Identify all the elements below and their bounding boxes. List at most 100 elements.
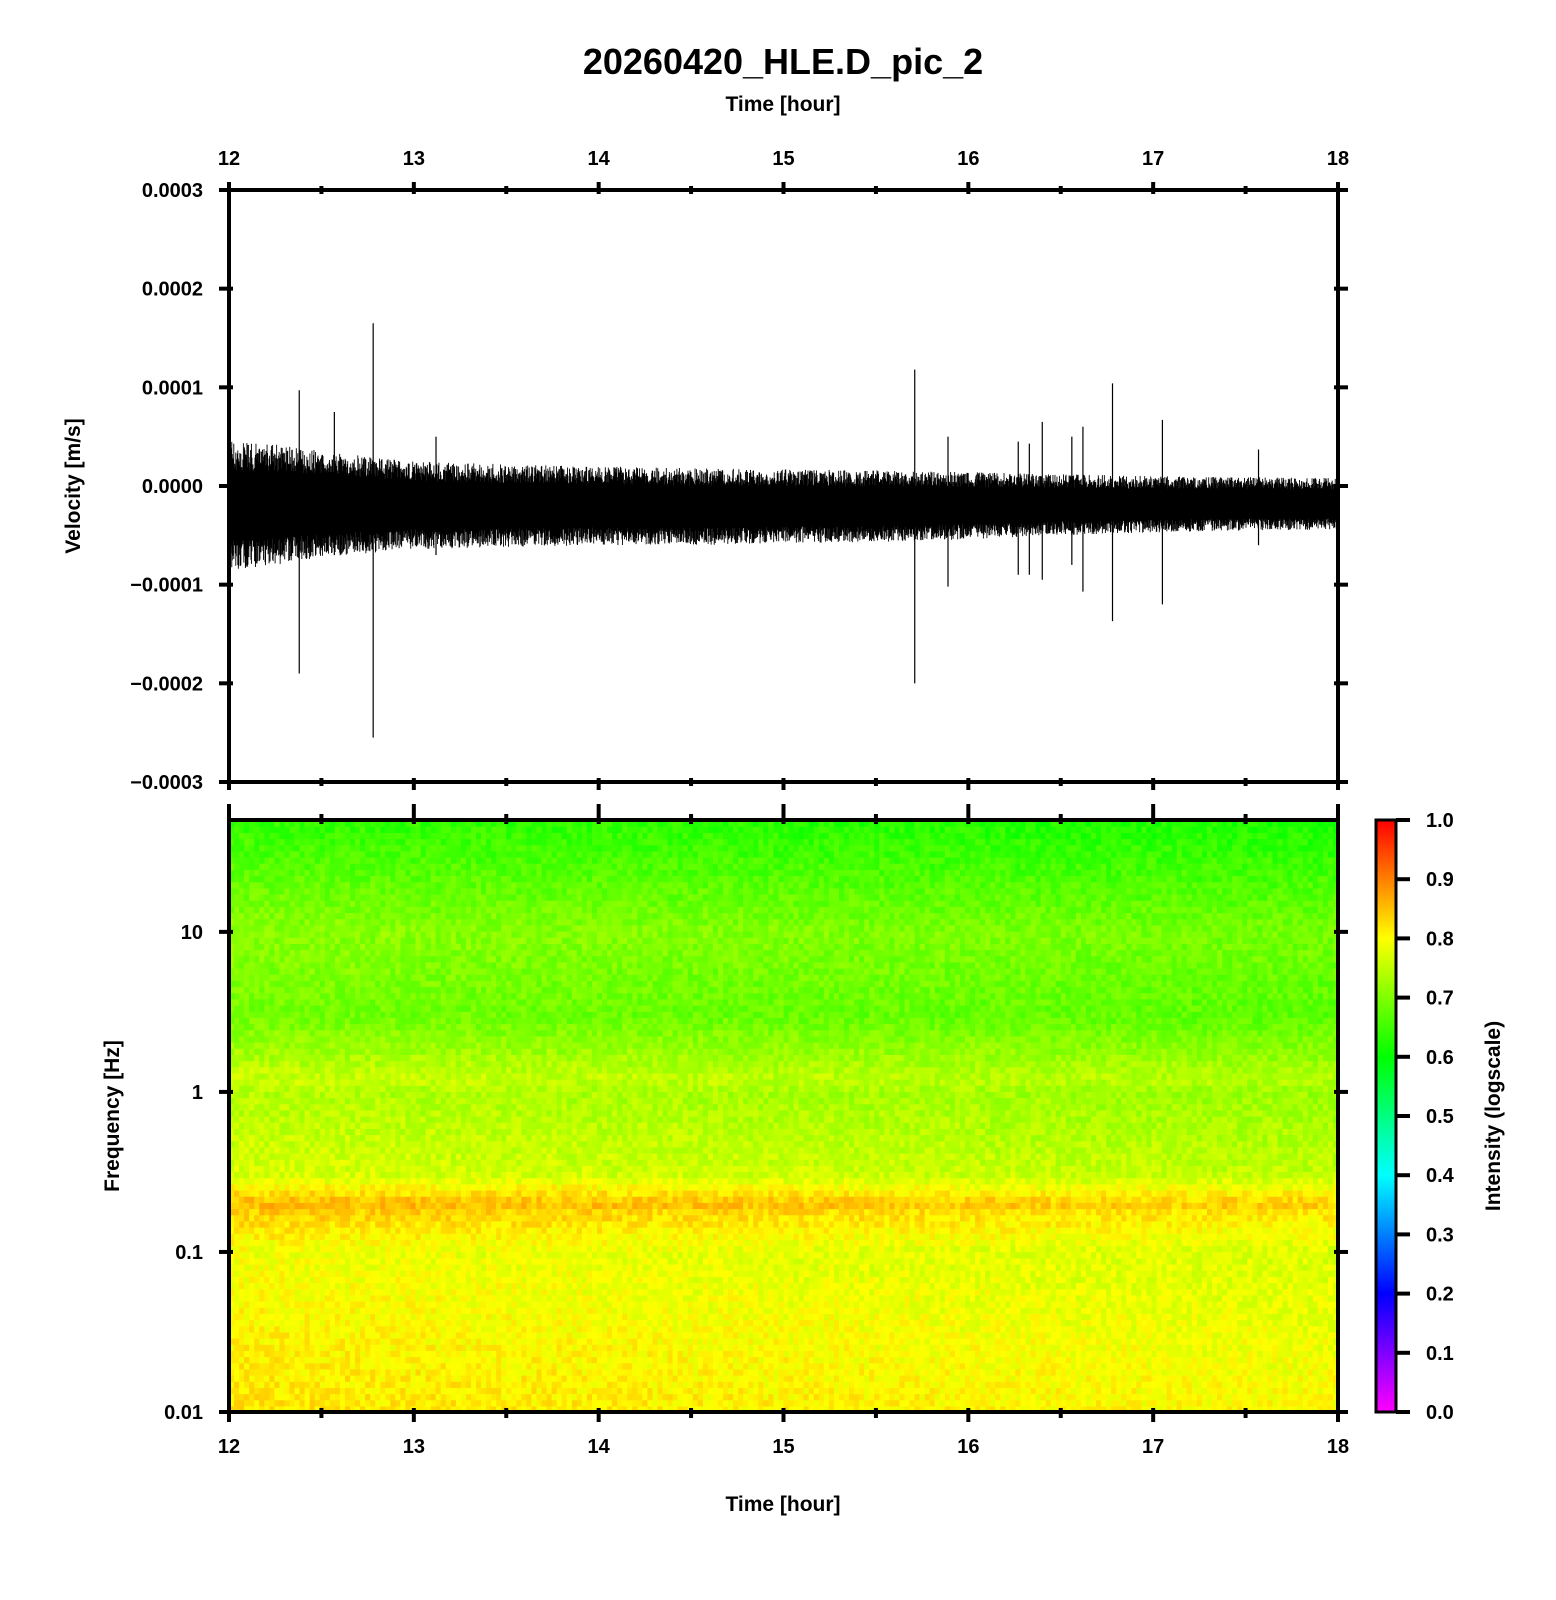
spectrogram-cell — [980, 1288, 986, 1296]
spectrogram-cell — [828, 1350, 835, 1358]
spectrogram-cell — [723, 1368, 729, 1376]
spectrogram-cell — [425, 1356, 432, 1364]
spectrogram-cell — [612, 1288, 618, 1296]
spectrogram-cell — [234, 1362, 240, 1370]
spectrogram-cell — [591, 1331, 598, 1339]
spectrogram-cell — [259, 1301, 265, 1308]
spectrogram-cell — [1191, 1325, 1198, 1333]
spectrogram-cell — [445, 1344, 452, 1351]
spectrogram-cell — [990, 1313, 996, 1321]
spectrogram-cell — [1282, 1375, 1289, 1382]
spectrogram-cell — [939, 1319, 946, 1327]
spectrogram-cell — [556, 1294, 563, 1302]
spectrogram-cell — [591, 1294, 598, 1302]
spectrogram-cell — [481, 1307, 487, 1314]
spectrogram-cell — [244, 1270, 250, 1277]
spectrogram-cell — [637, 1294, 643, 1302]
spectrogram-cell — [370, 1399, 376, 1407]
spectrogram-cell — [511, 1356, 517, 1364]
spectrogram-cell — [1126, 1313, 1132, 1321]
spectrogram-cell — [909, 1338, 916, 1345]
spectrogram-cell — [637, 1393, 643, 1401]
spectrogram-cell — [576, 1288, 583, 1296]
spectrogram-cell — [1015, 1331, 1022, 1339]
top-x-tick-label: 13 — [403, 148, 425, 170]
spectrogram-cell — [571, 1276, 578, 1284]
spectrogram-cell — [1070, 1288, 1077, 1296]
spectrogram-cell — [970, 1313, 976, 1321]
spectrogram-cell — [1116, 1313, 1122, 1321]
spectrogram-cell — [586, 1356, 593, 1364]
spectrogram-cell — [324, 1319, 331, 1327]
spectrogram-cell — [808, 1350, 815, 1358]
spectrogram-cell — [763, 1356, 769, 1364]
spectrogram-cell — [460, 1294, 467, 1302]
spectrogram-cell — [1091, 1344, 1097, 1351]
spectrogram-cell — [566, 1276, 573, 1284]
spectrogram-cell — [954, 1362, 961, 1370]
spectrogram-cell — [843, 1325, 850, 1333]
spectrogram-cell — [546, 1301, 553, 1308]
spectrogram-cell — [516, 1350, 522, 1358]
spectrogram-cell — [365, 1399, 371, 1407]
spectrogram-cell — [864, 1350, 870, 1358]
spectrogram-cell — [970, 1350, 976, 1358]
spectrogram-cell — [304, 1350, 311, 1358]
spectrogram-cell — [324, 1368, 331, 1376]
spectrogram-cell — [944, 1387, 951, 1395]
spectrogram-cell — [1096, 1276, 1102, 1284]
spectrogram-cell — [1267, 1375, 1274, 1382]
spectrogram-cell — [596, 1301, 603, 1308]
spectrogram-cell — [450, 1325, 457, 1333]
spectrogram-cell — [1217, 1405, 1223, 1412]
spectrogram-cell — [501, 1313, 507, 1321]
spectrogram-cell — [244, 1288, 250, 1296]
spectrogram-cell — [909, 1288, 916, 1296]
spectrogram-cell — [1322, 1276, 1329, 1284]
spectrogram-cell — [470, 1288, 477, 1296]
spectrogram-cell — [889, 1331, 895, 1339]
spectrogram-cell — [581, 1288, 588, 1296]
spectrogram-cell — [813, 1387, 820, 1395]
spectrogram-cell — [1000, 1288, 1006, 1296]
spectrogram-cell — [1201, 1288, 1208, 1296]
spectrogram-cell — [385, 1270, 391, 1277]
spectrogram-cell — [1161, 1405, 1168, 1412]
spectrogram-cell — [1141, 1288, 1148, 1296]
spectrogram-cell — [1080, 1362, 1087, 1370]
spectrogram-cell — [1005, 1399, 1011, 1407]
spectrogram-cell — [1181, 1387, 1188, 1395]
spectrogram-cell — [1040, 1307, 1047, 1314]
spectrogram-cell — [964, 1288, 971, 1296]
spectrogram-cell — [561, 1270, 568, 1277]
spectrogram-cell — [909, 1325, 916, 1333]
spectrogram-cell — [808, 1282, 815, 1290]
spectrogram-cell — [254, 1368, 260, 1376]
spectrogram-cell — [1206, 1301, 1213, 1308]
spectrogram-cell — [828, 1307, 835, 1314]
spectrogram-cell — [1101, 1338, 1107, 1345]
spectrogram-cell — [874, 1356, 880, 1364]
spectrogram-cell — [506, 1362, 512, 1370]
spectrogram-cell — [1257, 1368, 1263, 1376]
spectrogram-cell — [551, 1399, 558, 1407]
spectrogram-cell — [929, 1276, 936, 1284]
spectrogram-cell — [1262, 1399, 1269, 1407]
spectrogram-cell — [682, 1313, 689, 1321]
spectrogram-cell — [259, 1338, 265, 1345]
spectrogram-cell — [239, 1276, 245, 1284]
spectrogram-cell — [405, 1381, 412, 1388]
spectrogram-cell — [1206, 1381, 1213, 1388]
spectrogram-cell — [1297, 1375, 1304, 1382]
spectrogram-cell — [642, 1325, 648, 1333]
spectrogram-cell — [1060, 1319, 1067, 1327]
spectrogram-cell — [738, 1325, 744, 1333]
spectrogram-cell — [697, 1325, 704, 1333]
spectrogram-cell — [279, 1375, 286, 1382]
spectrogram-cell — [1181, 1399, 1188, 1407]
spectrogram-cell — [551, 1325, 558, 1333]
spectrogram-cell — [586, 1405, 593, 1412]
spectrogram-cell — [334, 1307, 341, 1314]
spectrogram-cell — [828, 1362, 835, 1370]
spectrogram-cell — [314, 1399, 321, 1407]
